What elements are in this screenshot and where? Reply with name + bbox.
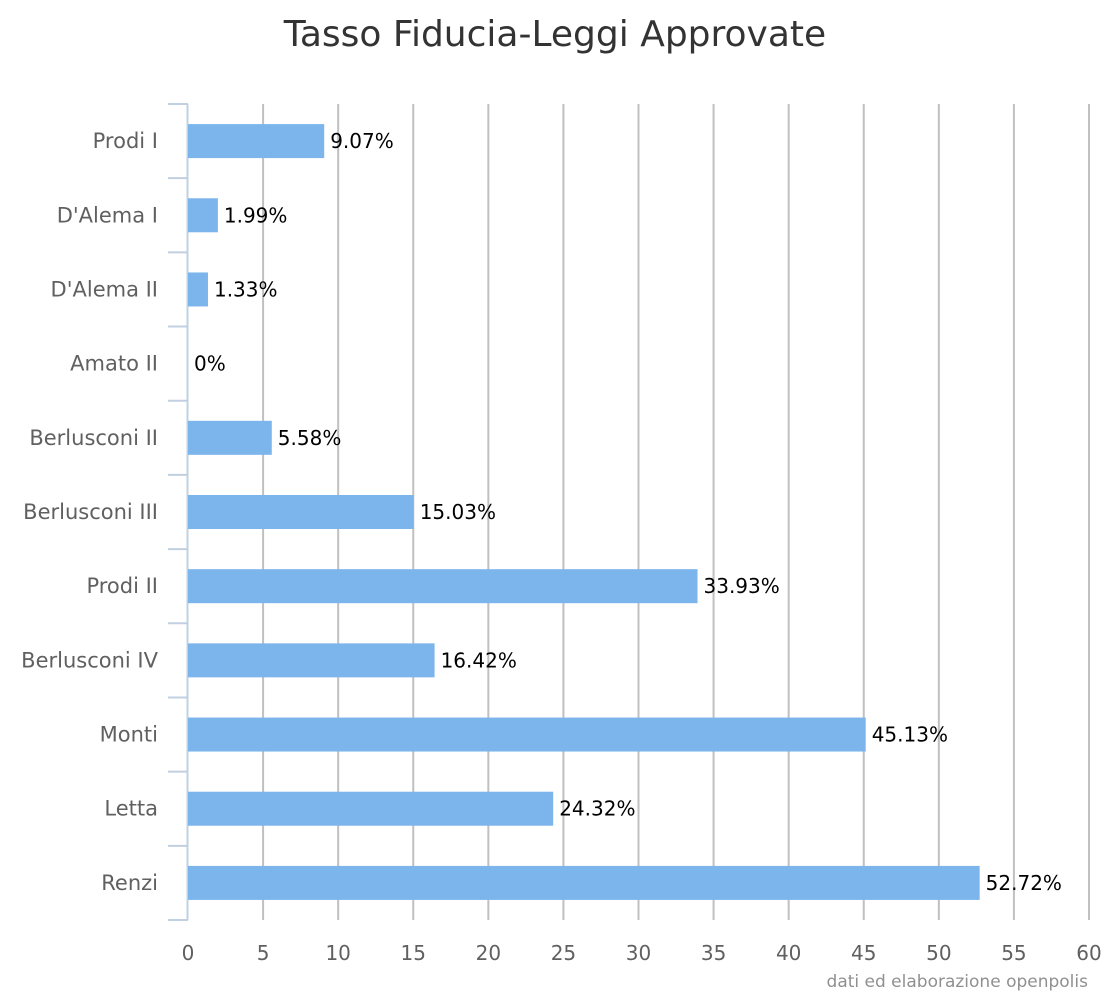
- category-label: Berlusconi III: [23, 500, 158, 524]
- data-label: 9.07%: [330, 129, 394, 153]
- data-label: 5.58%: [278, 426, 342, 450]
- x-tick-label: 0: [182, 941, 195, 965]
- data-label: 33.93%: [704, 574, 780, 598]
- bar: [188, 495, 414, 529]
- bar: [188, 198, 218, 233]
- data-label: 1.99%: [224, 203, 288, 227]
- category-label: Prodi I: [93, 129, 158, 153]
- bars: [188, 124, 980, 900]
- category-label: Berlusconi II: [29, 426, 158, 450]
- bar: [188, 717, 866, 752]
- category-label: D'Alema II: [51, 277, 158, 301]
- bar: [188, 865, 980, 900]
- bar: [188, 272, 208, 307]
- bar: [188, 791, 554, 826]
- category-label: Letta: [104, 797, 158, 821]
- x-tick-label: 5: [257, 941, 270, 965]
- x-tick-label: 25: [551, 941, 576, 965]
- category-label: Renzi: [101, 871, 158, 895]
- bar: [188, 420, 272, 455]
- x-tick-label: 40: [776, 941, 801, 965]
- chart-title: Tasso Fiducia-Leggi Approvate: [283, 14, 827, 55]
- bar: [188, 569, 698, 604]
- data-label: 52.72%: [986, 871, 1062, 895]
- category-label: Amato II: [70, 352, 158, 376]
- data-label: 15.03%: [420, 500, 496, 524]
- data-label: 45.13%: [872, 723, 948, 747]
- x-tick-label: 20: [476, 941, 501, 965]
- x-tick-label: 15: [401, 941, 426, 965]
- category-label: D'Alema I: [57, 203, 158, 227]
- category-label: Prodi II: [86, 574, 158, 598]
- category-label: Monti: [100, 723, 158, 747]
- x-tick-label: 50: [926, 941, 951, 965]
- data-label: 16.42%: [441, 648, 517, 672]
- x-tick-label: 35: [701, 941, 726, 965]
- x-tick-label: 10: [325, 941, 350, 965]
- x-tick-label: 55: [1001, 941, 1026, 965]
- data-label: 0%: [194, 352, 226, 376]
- x-tick-label: 60: [1076, 941, 1101, 965]
- bar: [188, 643, 435, 678]
- bar: [188, 124, 325, 159]
- data-label: 24.32%: [559, 797, 635, 821]
- category-axis: [168, 103, 189, 921]
- category-label: Berlusconi IV: [21, 648, 158, 672]
- x-tick-label: 30: [626, 941, 651, 965]
- x-tick-label: 45: [851, 941, 876, 965]
- credit-text: dati ed elaborazione openpolis: [826, 972, 1088, 992]
- labels: 0 5 10 15 20 25 30 35 40 45 50 55 60 Prodi I 9.07% D'Al…: [21, 129, 1102, 965]
- data-label: 1.33%: [214, 277, 278, 301]
